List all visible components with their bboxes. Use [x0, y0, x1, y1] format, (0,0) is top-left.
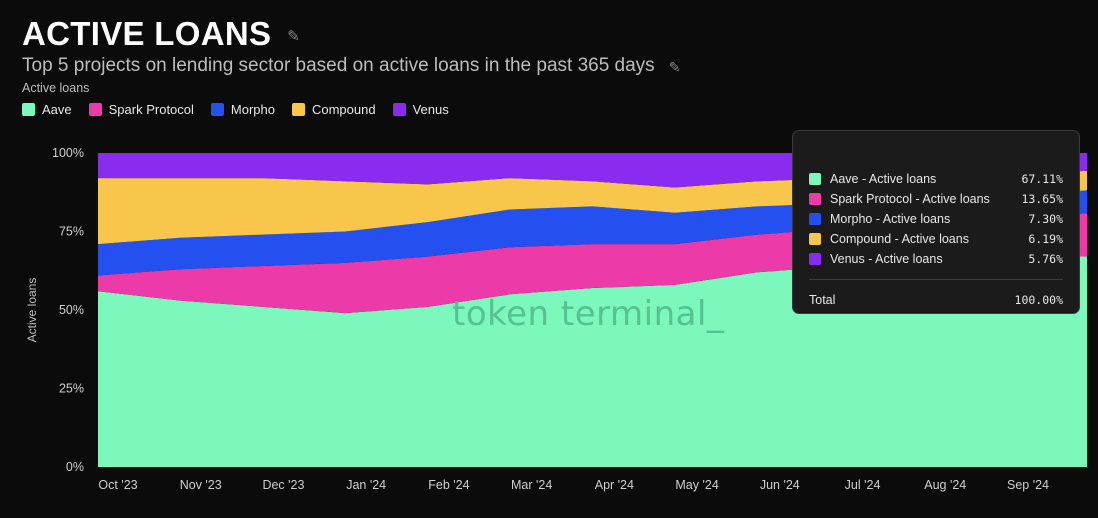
x-tick-label: Jun '24: [760, 478, 800, 492]
x-tick-label: Apr '24: [595, 478, 634, 492]
tooltip-swatch: [809, 213, 821, 225]
legend-item-spark-protocol[interactable]: Spark Protocol: [88, 102, 194, 117]
tooltip-row: Venus - Active loans 5.76%: [809, 249, 1063, 269]
x-tick-label: Jan '24: [346, 478, 386, 492]
x-tick-label: Aug '24: [924, 478, 966, 492]
x-tick-label: Oct '23: [98, 478, 137, 492]
tooltip-row-value: 5.76%: [1028, 252, 1063, 266]
tooltip-rows: Aave - Active loans 67.11% Spark Protocol …: [809, 169, 1063, 269]
pencil-icon[interactable]: ✎: [668, 58, 681, 75]
legend-label: Compound: [311, 102, 376, 117]
tooltip-row-value: 13.65%: [1021, 192, 1063, 206]
tooltip-row-name: Spark Protocol - Active loans: [830, 192, 990, 206]
legend-item-compound[interactable]: Compound: [291, 102, 376, 117]
tooltip-row: Spark Protocol - Active loans 13.65%: [809, 189, 1063, 209]
y-axis-label: Active loans: [25, 278, 39, 343]
tooltip-row: Aave - Active loans 67.11%: [809, 169, 1063, 189]
legend-label: Spark Protocol: [108, 102, 194, 117]
legend-label: Morpho: [230, 102, 275, 117]
x-tick-label: May '24: [675, 478, 718, 492]
x-tick-label: Sep '24: [1007, 478, 1049, 492]
tooltip-row-name: Venus - Active loans: [830, 252, 943, 266]
chart-header: ACTIVE LOANS ✎ Top 5 projects on lending…: [22, 14, 680, 78]
y-tick-label: 100%: [52, 146, 84, 160]
legend-item-morpho[interactable]: Morpho: [210, 102, 275, 117]
tooltip-total-label: Total: [809, 293, 836, 307]
hover-tooltip: Aave - Active loans 67.11% Spark Protocol …: [792, 130, 1080, 314]
tooltip-divider: [809, 279, 1063, 280]
tooltip-swatch: [809, 253, 821, 265]
tooltip-row-name: Compound - Active loans: [830, 232, 969, 246]
tooltip-total-value: 100.00%: [1014, 293, 1063, 307]
y-axis-ticks: 0% 25% 50% 75% 100%: [52, 146, 84, 474]
page-title: ACTIVE LOANS: [22, 15, 272, 52]
tooltip-row-value: 7.30%: [1028, 212, 1063, 226]
legend-swatch: [22, 103, 35, 116]
y-tick-label: 25%: [59, 382, 84, 396]
legend-swatch: [88, 103, 102, 116]
legend-label: Venus: [412, 102, 449, 117]
tooltip-row-value: 67.11%: [1021, 172, 1063, 186]
x-tick-label: Nov '23: [180, 478, 222, 492]
x-tick-label: Dec '23: [262, 478, 304, 492]
legend-item-venus[interactable]: Venus: [392, 102, 449, 117]
tooltip-total: Total 100.00%: [809, 290, 1063, 310]
tooltip-row: Compound - Active loans 6.19%: [809, 229, 1063, 249]
legend-item-aave[interactable]: Aave: [22, 102, 72, 117]
y-tick-label: 75%: [59, 225, 84, 239]
tooltip-row: Morpho - Active loans 7.30%: [809, 209, 1063, 229]
legend-swatch: [291, 103, 305, 116]
tooltip-row-name: Aave - Active loans: [830, 172, 937, 186]
x-tick-label: Mar '24: [511, 478, 552, 492]
title-row: ACTIVE LOANS ✎: [22, 14, 680, 54]
legend: Aave Spark Protocol Morpho Compound Venus: [22, 102, 466, 117]
x-tick-label: Jul '24: [845, 478, 881, 492]
y-tick-label: 50%: [59, 303, 84, 317]
legend-label: Aave: [42, 102, 72, 117]
tooltip-swatch: [809, 173, 821, 185]
x-tick-label: Feb '24: [428, 478, 469, 492]
legend-swatch: [392, 103, 406, 116]
pencil-icon[interactable]: ✎: [287, 28, 300, 45]
page-subtitle: Top 5 projects on lending sector based o…: [22, 55, 655, 76]
watermark: token terminal_: [452, 294, 725, 334]
tooltip-row-name: Morpho - Active loans: [830, 212, 951, 226]
subtitle-row: Top 5 projects on lending sector based o…: [22, 54, 680, 78]
y-tick-label: 0%: [66, 460, 84, 474]
legend-swatch: [210, 103, 224, 116]
legend-title: Active loans: [22, 81, 90, 95]
tooltip-swatch: [809, 193, 821, 205]
tooltip-row-value: 6.19%: [1028, 232, 1063, 246]
x-axis-ticks: Oct '23 Nov '23 Dec '23 Jan '24 Feb '24 Mar '…: [98, 478, 1049, 492]
tooltip-swatch: [809, 233, 821, 245]
